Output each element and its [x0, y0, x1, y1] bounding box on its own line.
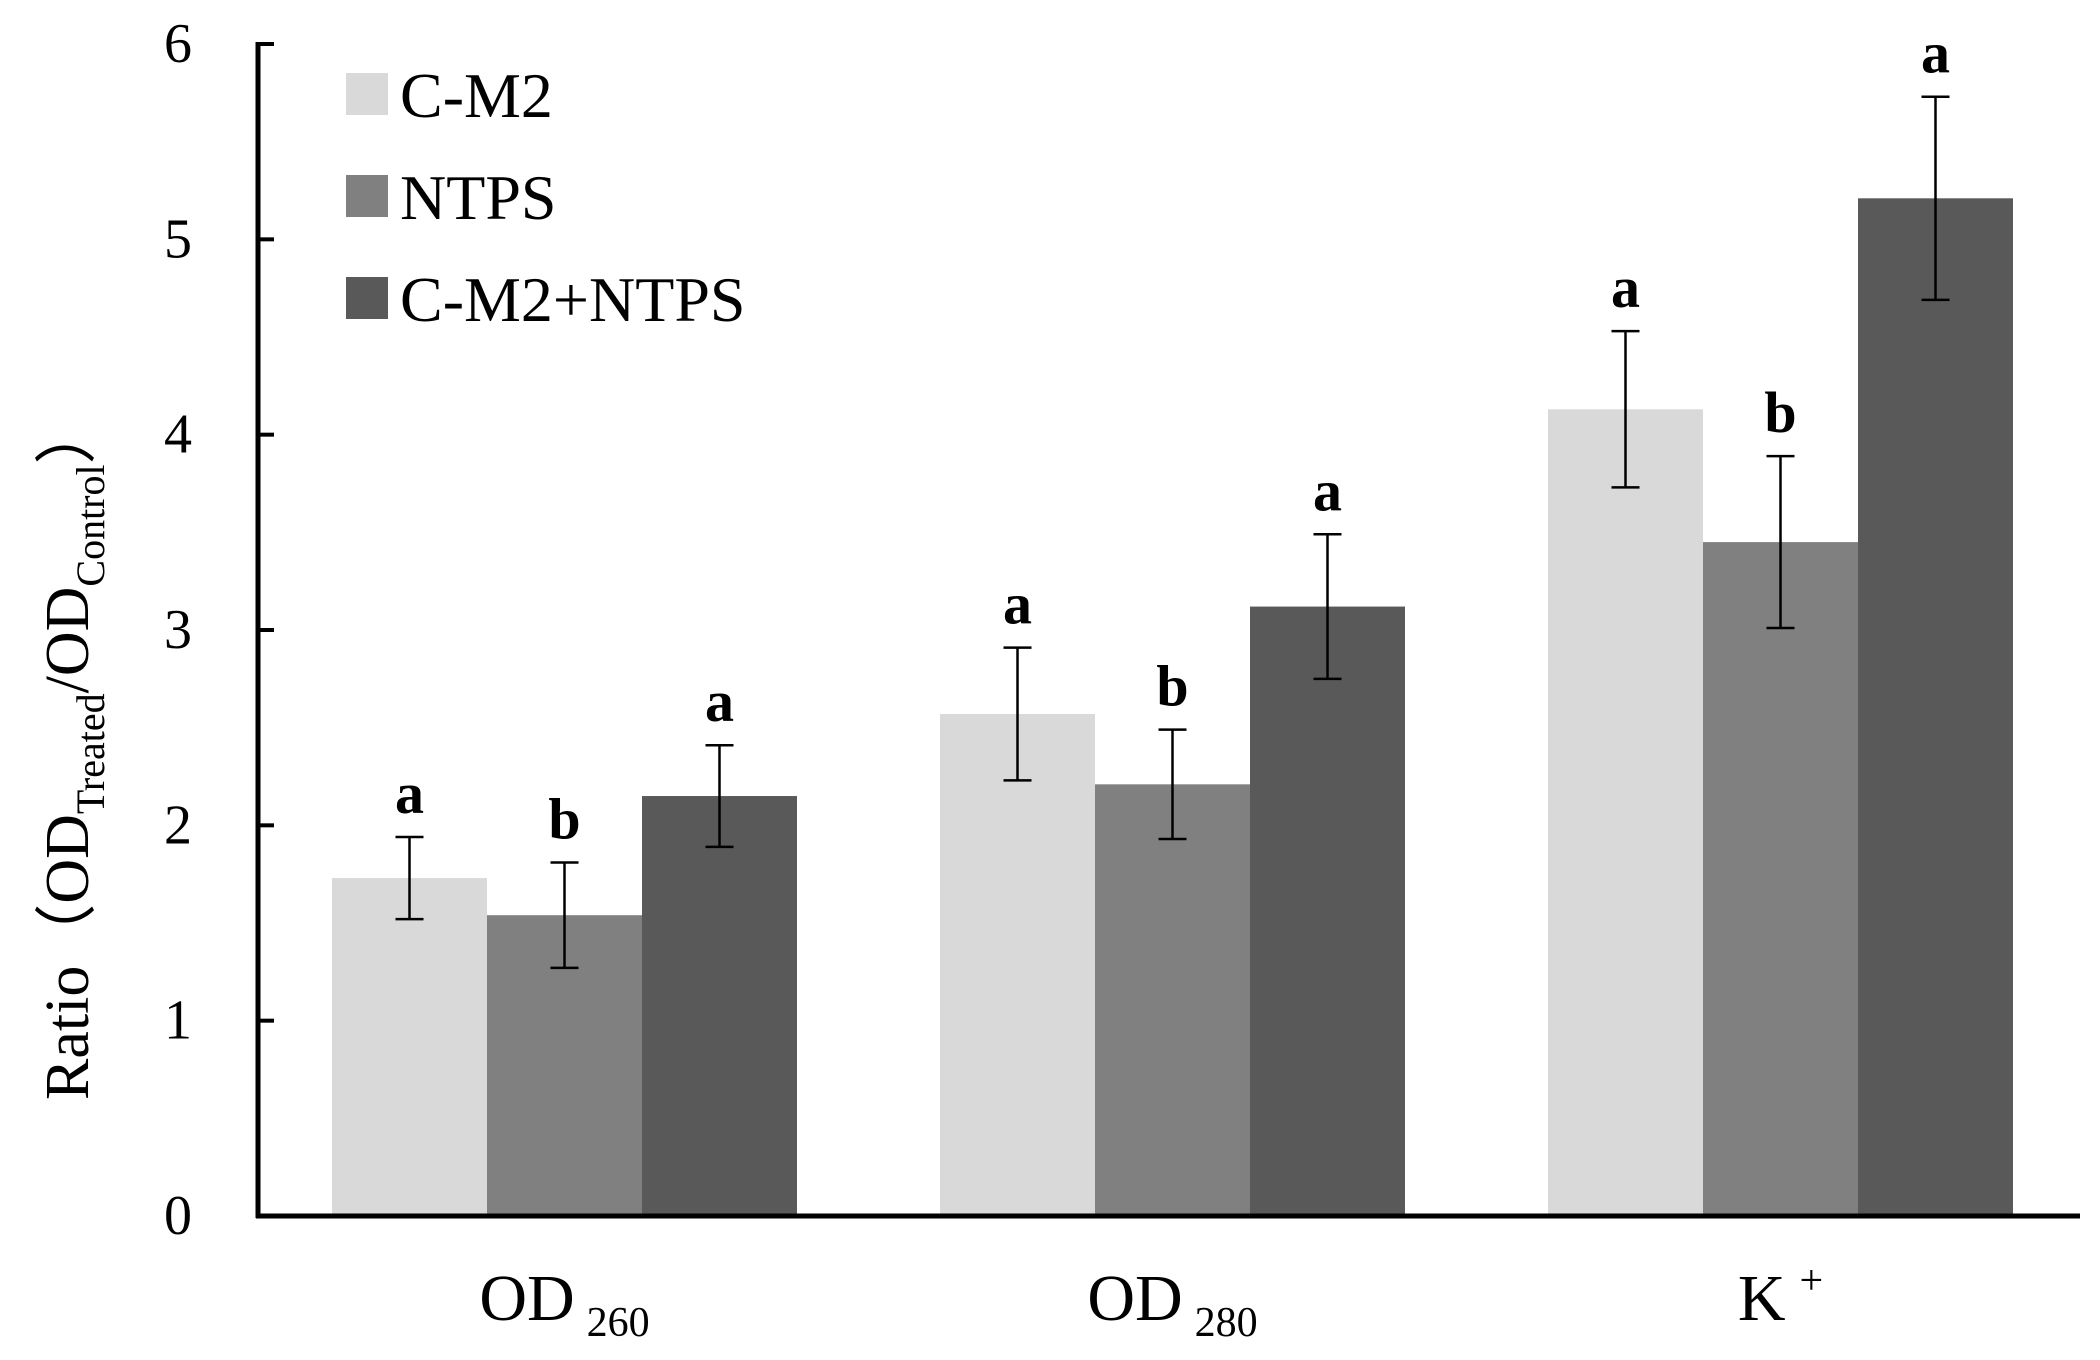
significance-label: a	[395, 761, 424, 826]
y-tick-label: 6	[164, 13, 192, 75]
bar-ntps-1	[1095, 784, 1250, 1216]
significance-label: a	[1611, 255, 1640, 320]
y-tick-label: 4	[164, 404, 192, 466]
legend-label-c-m2-ntps: C-M2+NTPS	[400, 264, 746, 335]
bar-c-m2-0	[332, 878, 487, 1216]
legend-swatch-ntps	[346, 175, 388, 217]
y-label-sub-treated: Treated	[68, 693, 113, 814]
x-category-main: K	[1738, 1262, 1786, 1335]
legend: C-M2 NTPS C-M2+NTPS	[346, 60, 746, 335]
significance-label: a	[1921, 21, 1950, 86]
significance-label: a	[705, 669, 734, 734]
x-category-superscript: +	[1799, 1258, 1823, 1304]
significance-label: b	[1764, 380, 1796, 445]
y-axis-label: Ratio（ODTreated/ODControl）	[34, 402, 113, 1100]
significance-labels-layer: a a a b b b a a a	[395, 21, 1950, 852]
bar-c-m2-ntps-1	[1250, 606, 1405, 1216]
bar-c-m2-2	[1548, 409, 1703, 1217]
legend-label-c-m2: C-M2	[400, 60, 553, 131]
significance-label: a	[1003, 572, 1032, 637]
y-tick-label: 1	[164, 990, 192, 1052]
bars-layer	[332, 198, 2013, 1217]
bar-ntps-2	[1703, 542, 1858, 1216]
x-category-label: OD 260	[479, 1262, 649, 1346]
bar-c-m2-ntps-2	[1858, 198, 2013, 1216]
legend-swatch-c-m2-ntps	[346, 277, 388, 319]
legend-swatch-c-m2	[346, 73, 388, 115]
x-category-subscript: 280	[1195, 1300, 1258, 1346]
y-tick-label: 3	[164, 599, 192, 661]
x-category-label: K +	[1738, 1258, 1823, 1335]
x-category-label: OD 280	[1087, 1262, 1257, 1346]
y-tick-label: 0	[164, 1185, 192, 1247]
y-tick-label: 2	[164, 794, 192, 856]
bar-c-m2-ntps-0	[642, 796, 797, 1216]
y-label-prefix: Ratio（OD	[34, 814, 102, 1100]
legend-label-ntps: NTPS	[400, 162, 557, 233]
significance-label: b	[548, 786, 580, 851]
x-category-main: OD	[1087, 1262, 1182, 1335]
error-bars-layer	[395, 95, 1950, 970]
y-label-suffix: ）	[34, 402, 102, 464]
bar-c-m2-1	[940, 713, 1095, 1216]
x-category-main: OD	[479, 1262, 574, 1335]
significance-label: a	[1313, 458, 1342, 523]
x-category-subscript: 260	[587, 1300, 650, 1346]
y-tick-label: 5	[164, 208, 192, 270]
significance-label: b	[1156, 654, 1188, 719]
y-label-sub-control: Control	[68, 464, 113, 586]
y-label-mid: /OD	[34, 587, 102, 694]
